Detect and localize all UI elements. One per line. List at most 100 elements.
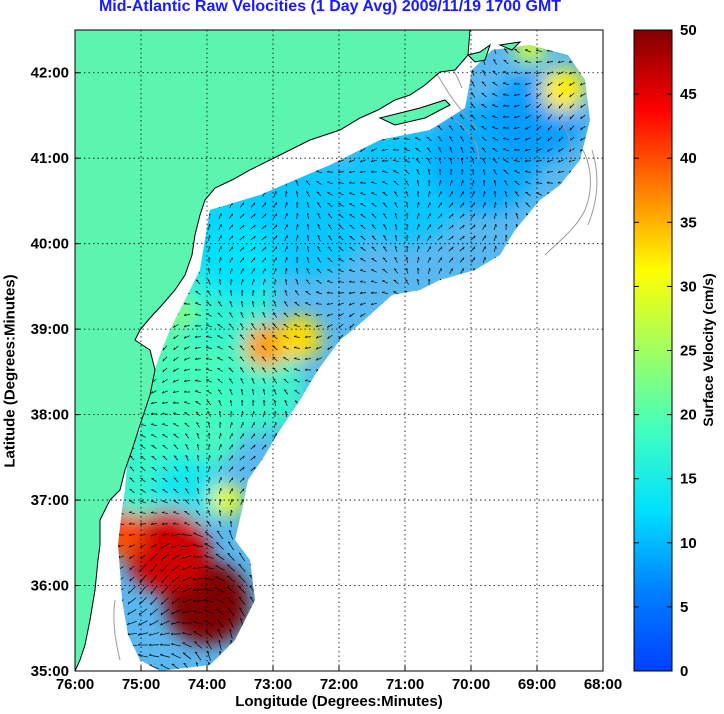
velocity-vector <box>230 520 232 528</box>
velocity-vector <box>150 597 158 605</box>
velocity-vector <box>349 269 355 273</box>
velocity-vector <box>126 633 138 635</box>
velocity-vector <box>284 246 288 252</box>
velocity-vector <box>140 445 146 449</box>
velocity-vector <box>162 356 168 362</box>
velocity-vector <box>192 611 204 613</box>
velocity-vector <box>228 466 234 472</box>
velocity-vector <box>449 157 453 165</box>
velocity-vector <box>171 586 181 594</box>
velocity-vector <box>448 246 454 252</box>
velocity-vector <box>416 224 420 230</box>
velocity-vector <box>317 224 321 230</box>
velocity-vector <box>161 402 169 404</box>
velocity-vector <box>294 313 300 317</box>
velocity-vector <box>459 125 465 131</box>
velocity-vector <box>470 92 476 98</box>
velocity-vector <box>382 191 388 197</box>
velocity-vector <box>173 477 179 483</box>
velocity-vector <box>226 586 236 594</box>
velocity-vector <box>162 477 168 483</box>
velocity-vector <box>338 258 344 262</box>
velocity-vector <box>393 170 399 174</box>
velocity-vector <box>382 202 388 208</box>
velocity-vector <box>428 267 430 275</box>
velocity-vector <box>173 379 179 383</box>
velocity-vector <box>580 93 586 97</box>
velocity-vector <box>317 213 321 219</box>
velocity-vector <box>204 555 214 559</box>
velocity-vector <box>525 104 531 108</box>
velocity-vector <box>482 246 486 252</box>
velocity-vector <box>251 323 255 329</box>
velocity-vector <box>228 356 234 362</box>
velocity-vector <box>184 488 190 494</box>
velocity-vector <box>185 444 189 450</box>
velocity-vector <box>203 588 215 592</box>
velocity-vector <box>228 224 234 230</box>
velocity-vector <box>416 169 420 175</box>
velocity-vector <box>525 114 531 120</box>
velocity-vector <box>195 401 201 405</box>
velocity-vector <box>294 379 300 383</box>
velocity-vector <box>218 235 222 241</box>
velocity-vector <box>251 279 255 285</box>
velocity-vector <box>218 290 222 296</box>
velocity-vector <box>262 268 266 274</box>
velocity-vector <box>503 71 509 75</box>
velocity-vector <box>273 389 277 395</box>
velocity-vector <box>514 170 520 174</box>
velocity-vector <box>371 159 377 163</box>
velocity-vector <box>449 147 453 153</box>
y-tick-label: 36:00 <box>31 578 69 595</box>
velocity-vector <box>182 652 192 660</box>
velocity-vector <box>472 168 474 176</box>
velocity-vector <box>208 432 210 440</box>
velocity-vector <box>215 598 225 604</box>
velocity-vector <box>417 201 419 209</box>
velocity-vector <box>229 399 233 407</box>
velocity-vector <box>558 147 564 153</box>
velocity-vector <box>240 389 244 395</box>
velocity-vector <box>371 192 377 196</box>
velocity-vector <box>569 114 575 120</box>
velocity-vector <box>317 235 321 241</box>
velocity-vector <box>427 213 431 219</box>
velocity-vector <box>218 213 222 219</box>
velocity-vector <box>184 511 190 515</box>
velocity-vector <box>382 257 388 263</box>
velocity-vector <box>204 599 214 603</box>
velocity-vector <box>360 302 366 306</box>
velocity-vector <box>240 422 244 428</box>
velocity-vector <box>217 357 223 361</box>
velocity-vector <box>229 213 233 219</box>
velocity-vector <box>558 60 564 64</box>
velocity-vector <box>307 212 309 220</box>
y-axis-label: Latitude (Degrees:Minutes) <box>1 274 19 468</box>
velocity-vector <box>228 235 234 241</box>
velocity-vector <box>241 410 243 418</box>
velocity-vector <box>558 92 564 98</box>
velocity-vector <box>206 301 212 307</box>
velocity-vector <box>338 246 344 252</box>
velocity-vector <box>416 235 420 241</box>
velocity-vector <box>405 268 409 274</box>
velocity-vector <box>536 103 542 109</box>
velocity-vector <box>505 212 507 220</box>
velocity-vector <box>251 378 255 384</box>
velocity-vector <box>129 533 135 537</box>
velocity-vector <box>161 574 169 584</box>
velocity-vector <box>569 71 575 75</box>
velocity-vector <box>283 357 289 361</box>
velocity-vector <box>294 389 300 395</box>
velocity-vector <box>459 246 465 252</box>
velocity-vector <box>349 192 355 196</box>
velocity-vector <box>151 445 157 449</box>
x-tick-label: 69:00 <box>518 676 556 693</box>
velocity-vector <box>184 433 190 439</box>
velocity-vector <box>195 411 201 417</box>
velocity-vector <box>416 180 420 186</box>
velocity-vector <box>173 455 179 461</box>
velocity-vector <box>218 477 222 483</box>
velocity-vector <box>305 279 311 285</box>
